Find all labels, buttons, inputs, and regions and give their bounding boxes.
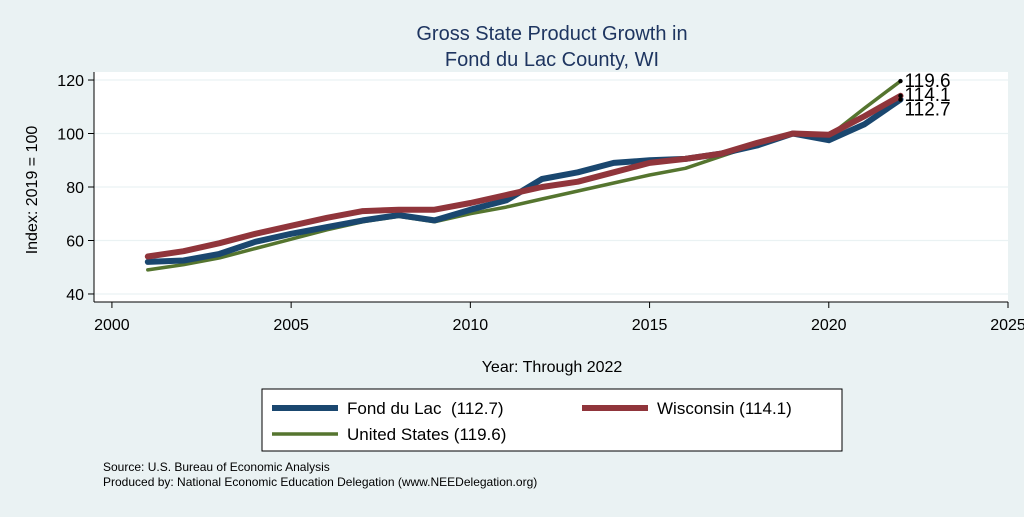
y-tick-label: 60 bbox=[66, 233, 84, 250]
source-notes: Source: U.S. Bureau of Economic Analysis… bbox=[103, 460, 537, 490]
legend-label-fond-du-lac: Fond du Lac (112.7) bbox=[347, 399, 504, 418]
end-label-fond-du-lac: 112.7 bbox=[904, 100, 950, 121]
end-point-wisconsin bbox=[898, 93, 903, 99]
series-lines bbox=[144, 79, 904, 272]
chart-title: Gross State Product Growth in bbox=[416, 23, 687, 45]
end-point-united-states bbox=[898, 78, 903, 84]
y-tick-label: 80 bbox=[66, 180, 84, 197]
source-text: Source: U.S. Bureau of Economic Analysis bbox=[103, 460, 330, 474]
x-tick-label: 2010 bbox=[453, 317, 489, 334]
y-tick-label: 120 bbox=[57, 73, 84, 90]
x-tick-label: 2020 bbox=[811, 317, 847, 334]
end-point-fond-du-lac bbox=[898, 97, 903, 102]
x-tick-label: 2015 bbox=[632, 317, 668, 334]
y-axis-label: Index: 2019 = 100 bbox=[24, 126, 41, 255]
chart-subtitle: Fond du Lac County, WI bbox=[445, 49, 659, 71]
legend-box bbox=[261, 388, 843, 452]
series-line-wisconsin bbox=[144, 92, 904, 260]
axes: 40 60 80 100 120 2000 2005 2010 2015 2020 2025 bbox=[57, 72, 1024, 334]
legend: Fond du Lac (112.7) Wisconsin (114.1) Un… bbox=[261, 388, 843, 452]
y-tick-label: 40 bbox=[66, 287, 84, 304]
legend-label-united-states: United States (119.6) bbox=[347, 425, 506, 444]
end-label-wisconsin: 114.1 bbox=[904, 85, 950, 106]
x-tick-label: 2025 bbox=[990, 317, 1024, 334]
x-tick-label: 2000 bbox=[94, 317, 130, 334]
y-tick-label: 100 bbox=[57, 127, 84, 144]
end-label-united-states: 119.6 bbox=[904, 71, 950, 92]
produced-by-text: Produced by: National Economic Education… bbox=[103, 475, 538, 489]
x-tick-label: 2005 bbox=[273, 317, 309, 334]
x-axis-label: Year: Through 2022 bbox=[482, 359, 623, 376]
legend-label-wisconsin: Wisconsin (114.1) bbox=[657, 399, 792, 418]
